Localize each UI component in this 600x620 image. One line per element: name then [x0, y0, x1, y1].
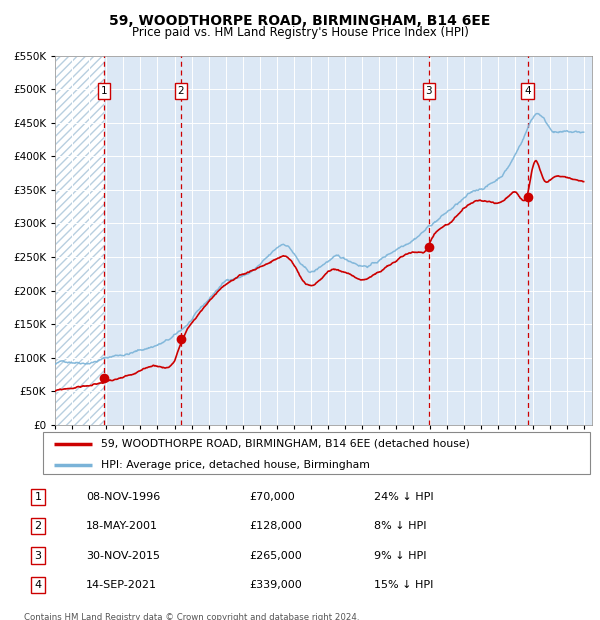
- Text: Price paid vs. HM Land Registry's House Price Index (HPI): Price paid vs. HM Land Registry's House …: [131, 26, 469, 39]
- Text: 18-MAY-2001: 18-MAY-2001: [86, 521, 158, 531]
- Text: 1: 1: [35, 492, 41, 502]
- Bar: [429, 56, 527, 425]
- Text: 24% ↓ HPI: 24% ↓ HPI: [374, 492, 433, 502]
- Text: 3: 3: [425, 86, 432, 95]
- Text: £128,000: £128,000: [250, 521, 302, 531]
- Text: 8% ↓ HPI: 8% ↓ HPI: [374, 521, 426, 531]
- Text: £70,000: £70,000: [250, 492, 295, 502]
- Bar: [55, 56, 104, 425]
- Bar: [104, 56, 181, 425]
- Text: 2: 2: [178, 86, 184, 95]
- Text: 08-NOV-1996: 08-NOV-1996: [86, 492, 160, 502]
- Text: 4: 4: [524, 86, 531, 95]
- Text: 15% ↓ HPI: 15% ↓ HPI: [374, 580, 433, 590]
- Bar: [55, 56, 104, 425]
- Text: 3: 3: [35, 551, 41, 560]
- Text: HPI: Average price, detached house, Birmingham: HPI: Average price, detached house, Birm…: [101, 460, 370, 470]
- Text: 30-NOV-2015: 30-NOV-2015: [86, 551, 160, 560]
- Text: 59, WOODTHORPE ROAD, BIRMINGHAM, B14 6EE (detached house): 59, WOODTHORPE ROAD, BIRMINGHAM, B14 6EE…: [101, 439, 470, 449]
- Text: 4: 4: [35, 580, 41, 590]
- Text: £339,000: £339,000: [250, 580, 302, 590]
- Text: 1: 1: [101, 86, 107, 95]
- Text: 14-SEP-2021: 14-SEP-2021: [86, 580, 157, 590]
- Text: 2: 2: [35, 521, 41, 531]
- Text: £265,000: £265,000: [250, 551, 302, 560]
- FancyBboxPatch shape: [43, 432, 590, 474]
- Text: 59, WOODTHORPE ROAD, BIRMINGHAM, B14 6EE: 59, WOODTHORPE ROAD, BIRMINGHAM, B14 6EE: [109, 14, 491, 28]
- Text: Contains HM Land Registry data © Crown copyright and database right 2024.
This d: Contains HM Land Registry data © Crown c…: [24, 613, 359, 620]
- Text: 9% ↓ HPI: 9% ↓ HPI: [374, 551, 426, 560]
